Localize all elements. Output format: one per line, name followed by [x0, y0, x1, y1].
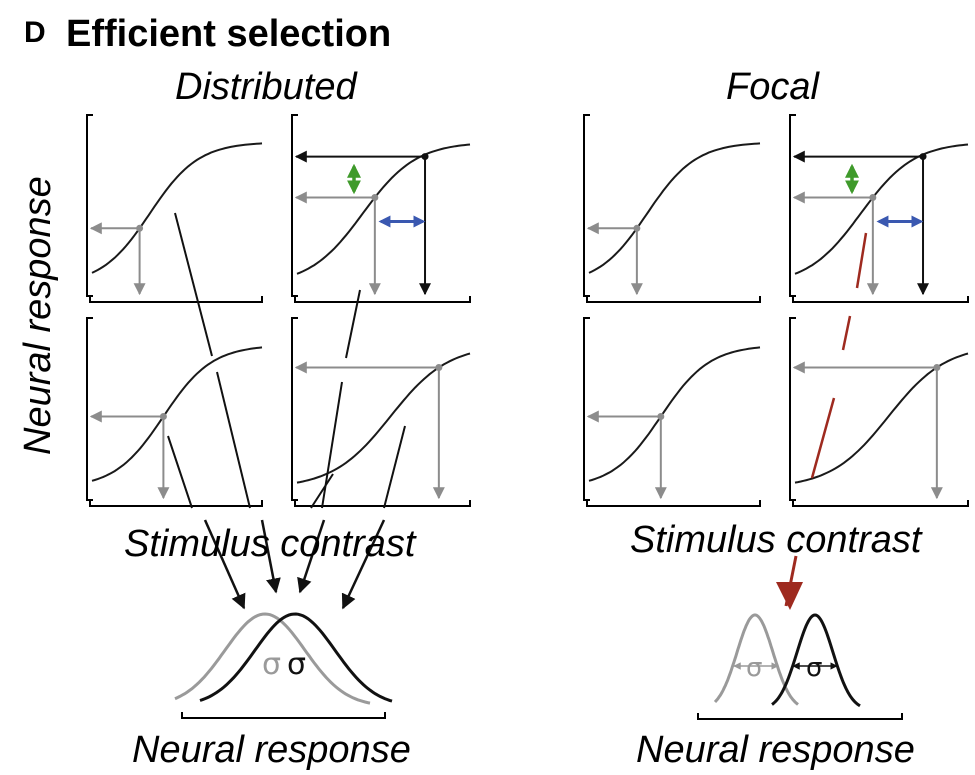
- operating-point: [136, 224, 144, 232]
- x-axis: [89, 500, 263, 507]
- figure-title: Efficient selection: [66, 13, 391, 55]
- readout-line-segment: [345, 289, 361, 359]
- readout-line-segment: [341, 519, 386, 610]
- sigma-label-gray: σ: [746, 653, 762, 683]
- readout-line-segment: [167, 435, 193, 509]
- tuning-curve: [296, 143, 471, 275]
- readout-line-segment: [260, 519, 281, 594]
- x-axis-label-right: Stimulus contrast: [630, 519, 923, 561]
- tuning-curve: [794, 143, 969, 275]
- dist-axis-right: [697, 713, 903, 720]
- tuning-curve: [91, 142, 263, 274]
- dist-top-left-panel: [86, 114, 263, 303]
- y-axis: [291, 114, 298, 297]
- focal-top-right-panel: [789, 114, 969, 303]
- attended-point: [421, 153, 429, 161]
- tuning-curve: [588, 142, 761, 274]
- focal-bot-right-panel: [789, 317, 969, 507]
- y-axis: [291, 317, 298, 501]
- y-axis: [789, 317, 796, 501]
- y-axis: [789, 114, 796, 297]
- operating-point: [869, 194, 877, 202]
- y-axis: [86, 114, 93, 297]
- readout-line-segment: [203, 519, 246, 610]
- operating-point: [371, 194, 379, 202]
- readout-line-segment: [174, 212, 213, 357]
- x-axis: [792, 500, 969, 507]
- dist-top-right-panel: [291, 114, 471, 303]
- y-axis: [86, 317, 93, 501]
- readout-line-segment: [383, 425, 406, 509]
- black-distribution-curve: [771, 613, 861, 708]
- operating-point: [435, 363, 443, 371]
- attended-point: [919, 153, 927, 161]
- operating-point: [633, 224, 641, 232]
- x-axis: [586, 296, 761, 303]
- operating-point: [159, 413, 167, 420]
- focal-top-left-panel: [583, 114, 761, 303]
- distributed-heading: Distributed: [175, 66, 358, 108]
- tuning-curve: [296, 352, 471, 484]
- tuning-curve: [794, 352, 969, 484]
- focal-bot-left-panel: [583, 317, 761, 507]
- black-distribution-curve: [199, 612, 393, 703]
- x-axis: [586, 500, 761, 507]
- focal-arrow-head: [776, 582, 803, 610]
- y-axis: [583, 114, 590, 297]
- panel-letter: D: [24, 16, 46, 49]
- dist-axis-left: [181, 712, 386, 719]
- readout-line-segment: [216, 371, 251, 509]
- readout-line-segment: [297, 519, 326, 594]
- dist-bot-right-panel: [291, 317, 471, 507]
- y-axis: [583, 317, 590, 501]
- sigma-label-black: σ: [806, 653, 822, 683]
- operating-point: [657, 413, 665, 420]
- sigma-label-black: σ: [287, 647, 306, 682]
- x-axis: [792, 296, 969, 303]
- dist-bot-left-panel: [86, 317, 263, 507]
- sigma-label-gray: σ: [262, 647, 281, 682]
- readout-line-segment: [321, 381, 343, 509]
- tuning-curve: [588, 346, 761, 482]
- x-axis: [294, 296, 471, 303]
- tuning-curve: [91, 346, 263, 482]
- focal-readout-line-segment: [855, 232, 868, 289]
- population-readout-lines: [167, 212, 868, 610]
- operating-point: [933, 363, 941, 371]
- dist-label-right: Neural response: [636, 729, 915, 771]
- gray-distribution-curve: [713, 613, 799, 706]
- readout-line-segment: [310, 473, 334, 509]
- focal-readout-line-segment: [810, 397, 836, 479]
- x-axis: [294, 500, 471, 507]
- x-axis-label-left: Stimulus contrast: [124, 523, 417, 565]
- x-axis: [89, 296, 263, 303]
- gray-distribution-curve: [174, 612, 371, 705]
- focal-readout-line-segment: [841, 315, 852, 351]
- dist-label-left: Neural response: [132, 729, 411, 771]
- tuning-panels: [86, 114, 969, 507]
- y-axis-label: Neural response: [17, 176, 59, 455]
- focal-heading: Focal: [726, 66, 820, 108]
